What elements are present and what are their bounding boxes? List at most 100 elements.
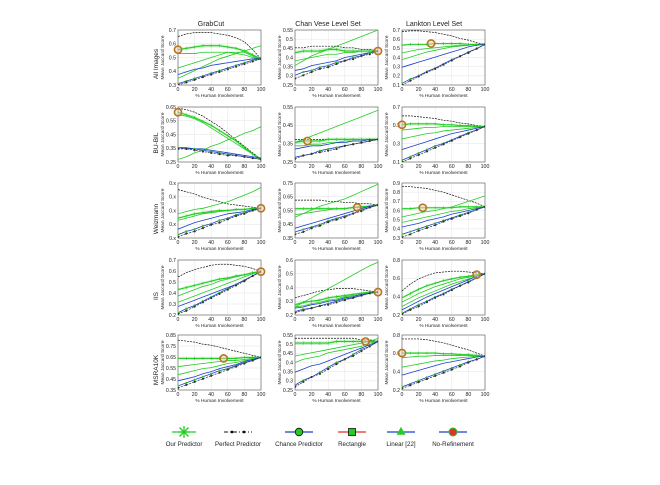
x-axis-label: % Human Involvement [312,246,361,252]
data-point-rectangle [335,62,338,66]
data-point-chance [318,149,321,152]
series-line-green-2 [178,271,261,303]
data-point-rectangle [425,150,428,153]
subplot-msra10k-lankton-level-set: 0 20 40 60 80 100 0.2 0.4 0.6 0.8 % Human Involvem… [384,333,489,404]
x-tick-label: 0 [177,240,180,246]
x-tick-label: 100 [481,317,490,323]
operating-point-marker [219,354,229,363]
y-tick-label: 0.5 [169,280,176,286]
x-tick-label: 100 [374,87,383,93]
operating-point-marker [426,39,436,48]
data-point-rectangle [178,386,180,390]
x-tick-label: 60 [449,392,455,398]
data-point-rectangle [185,147,188,151]
x-tick-label: 40 [432,164,438,170]
y-tick-label: 0.1 [393,160,400,166]
series-line-green-1 [402,355,485,359]
data-point-rectangle [467,281,470,284]
column-title-chan-vese: Chan Vese Level Set [295,21,360,28]
data-point-chance [417,227,420,230]
y-tick-label: 0.2 [169,313,176,319]
data-point-rectangle [243,280,246,283]
data-point-chance [193,228,196,231]
y-tick-label: 0.25 [166,160,176,166]
data-point-rectangle [402,387,404,390]
row-label-msra10k: MSRA10K [153,354,160,385]
y-tick-label: 0.6 [169,269,176,275]
y-tick-label: 0.45 [166,377,176,383]
data-point-rectangle [425,71,428,74]
x-tick-label: 100 [257,87,266,93]
series-line-rectangle [295,50,378,79]
y-tick-label: 0.45 [283,46,293,52]
y-tick-label: 0.8 [393,190,400,196]
data-point-rectangle [243,212,246,215]
y-tick-label: 0.45 [283,222,293,228]
legend-item-linear: Linear [22] [386,426,416,448]
data-point-rectangle [417,75,420,78]
data-point-rectangle [368,139,371,143]
x-axis-label: % Human Involvement [419,398,468,404]
y-axis-label: Mean Jaccard Score [277,265,283,309]
series-line-blue [178,147,261,159]
data-point-rectangle [442,63,445,66]
y-axis-label: Mean Jaccard Score [384,340,390,384]
series-line-green-2 [402,206,485,223]
x-tick-label: 40 [208,392,214,398]
y-tick-label: 0.45 [283,351,293,357]
series-line-rectangle [178,357,261,389]
x-tick-label: 80 [466,392,472,398]
series-line-green-2 [402,126,485,140]
y-tick-label: 0.25 [283,388,293,394]
series-line-blue [295,204,378,229]
data-point-chance [402,159,404,162]
data-point-rectangle [235,65,238,68]
grid [401,106,486,163]
y-tick-label: 0.45 [283,123,293,129]
x-tick-label: 100 [374,392,383,398]
legend-item-no-refinement: No-Refinement [432,427,474,448]
x-tick-label: 80 [359,87,365,93]
x-tick-label: 80 [466,317,472,323]
data-point-rectangle [193,230,196,233]
subplot-weizmann-lankton-level-set: 0 20 40 60 80 100 0.3 0.4 0.5 0.6 0.7 0.8 0.9 % Human… [384,181,489,252]
series-line-green-1 [402,195,485,218]
data-point-rectangle [335,301,338,304]
data-point-rectangle [327,66,330,69]
data-point-rectangle [218,221,221,224]
y-tick-label: 0.x [169,195,176,201]
data-point-rectangle [210,151,213,154]
data-point-chance [417,379,420,382]
y-axis-label: Mean Jaccard Score [160,188,166,232]
axes-frame [401,182,486,239]
data-point-rectangle [310,375,313,379]
x-axis-label: % Human Involvement [419,323,468,329]
x-tick-label: 20 [192,164,198,170]
y-tick-label: 0.2 [393,388,400,394]
legend-label-no-refinement: No-Refinement [432,441,474,448]
data-point-chance [434,373,437,376]
dot-marker-icon [230,430,234,434]
data-point-chance [193,378,196,381]
x-tick-label: 100 [257,392,266,398]
data-point-rectangle [459,365,462,368]
y-tick-label: 0.55 [283,208,293,214]
series-line-blue [402,206,485,228]
subplot-bu-bil-lankton-level-set: 0 20 40 60 80 100 0.1 0.3 0.5 0.7 % Human Involvem… [384,105,489,176]
data-point-rectangle [310,227,313,230]
data-point-rectangle [450,288,453,292]
subplot-bu-bil-chan-vese-level-set: 0 20 40 60 80 100 0.25 0.35 0.45 0.55 % Human Invo… [277,105,382,176]
data-point-rectangle [327,221,330,224]
data-point-chance [425,376,428,379]
grid [401,182,486,239]
series-line-green-2 [178,45,261,79]
data-point-rectangle [295,385,297,388]
data-point-rectangle [368,292,371,295]
y-tick-label: 0.4 [286,55,293,61]
subplot-all-images-lankton-level-set: 0 20 40 60 80 100 0.1 0.2 0.3 0.4 0.5 0.6 0.7 % Human… [384,28,489,99]
series-line-blue [295,291,378,309]
data-point-rectangle [483,355,485,358]
series-line-blue [295,138,378,150]
data-point-rectangle [302,154,305,157]
plot-area [178,187,261,238]
